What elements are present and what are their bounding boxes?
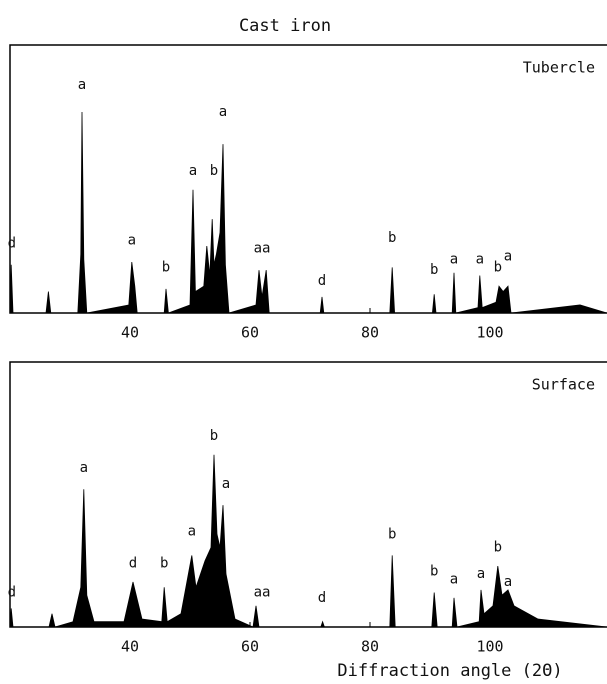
- peak-label: a: [80, 460, 88, 476]
- peak-label: b: [430, 262, 438, 278]
- peak-label: a: [504, 249, 512, 265]
- peak-label: b: [388, 526, 396, 542]
- panel-frame: [9, 361, 607, 628]
- panel-frame: [9, 44, 607, 314]
- chart-title: Cast iron: [239, 16, 331, 36]
- x-tick-label: 60: [241, 324, 259, 342]
- x-axis-label: Diffraction angle (2Θ): [337, 661, 562, 681]
- panel-label: Tubercle: [523, 59, 595, 77]
- peak-label: b: [210, 163, 218, 179]
- peak-label: d: [318, 273, 326, 289]
- spectrum: [9, 454, 607, 628]
- peak-label: b: [388, 230, 396, 246]
- peak-label: a: [504, 574, 512, 590]
- x-tick-label: 80: [361, 324, 379, 342]
- x-tick-label: 60: [241, 638, 259, 656]
- peak-label: a: [476, 251, 484, 267]
- peak-label: b: [160, 555, 168, 571]
- x-tick-label: 40: [121, 324, 139, 342]
- peak-label: d: [318, 590, 326, 606]
- peak-label: a: [450, 251, 458, 267]
- peak-label: a: [188, 524, 196, 540]
- peak-label: a: [128, 233, 136, 249]
- peak-label: b: [210, 428, 218, 444]
- peak-label: a: [189, 163, 197, 179]
- peak-label: aa: [254, 241, 271, 257]
- peak-label: d: [8, 235, 16, 251]
- peak-label: b: [494, 259, 502, 275]
- peak-label: a: [78, 77, 86, 93]
- spectrum: [9, 111, 607, 314]
- panel-label: Surface: [532, 376, 595, 394]
- x-tick-label: 40: [121, 638, 139, 656]
- peak-label: a: [219, 104, 227, 120]
- peak-label: d: [8, 585, 16, 601]
- peak-label: d: [129, 555, 137, 571]
- x-tick-label: 100: [476, 638, 503, 656]
- peak-label: a: [477, 566, 485, 582]
- peak-label: b: [430, 563, 438, 579]
- peak-label: b: [162, 259, 170, 275]
- peak-label: aa: [254, 585, 271, 601]
- peak-label: a: [450, 571, 458, 587]
- x-tick-label: 80: [361, 638, 379, 656]
- peak-label: b: [494, 540, 502, 556]
- x-tick-label: 100: [476, 324, 503, 342]
- peak-label: a: [222, 476, 230, 492]
